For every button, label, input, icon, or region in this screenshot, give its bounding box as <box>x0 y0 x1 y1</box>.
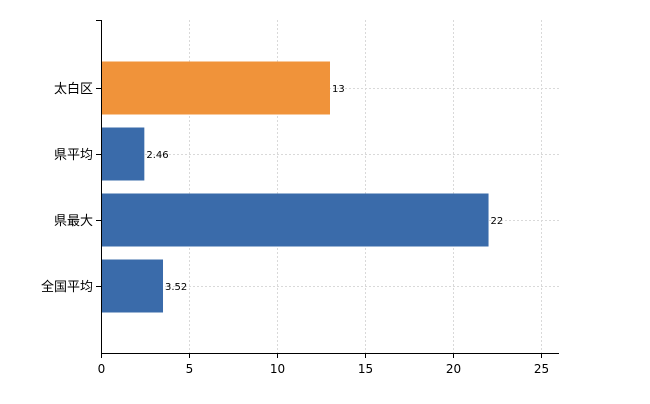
data-label: 2.46 <box>146 150 168 161</box>
bar <box>101 259 164 313</box>
x-tick-label: 0 <box>98 362 106 376</box>
x-tick-label: 20 <box>446 362 461 376</box>
data-label: 13 <box>332 84 345 95</box>
x-tick-label: 15 <box>358 362 373 376</box>
category-label: 全国平均 <box>41 279 93 295</box>
bar <box>101 127 145 181</box>
x-tick-label: 5 <box>186 362 194 376</box>
x-tick-label: 25 <box>534 362 549 376</box>
category-label: 県平均 <box>54 148 93 163</box>
category-label: 太白区 <box>54 81 93 97</box>
data-label: 22 <box>491 216 504 227</box>
category-label: 県最大 <box>54 214 93 229</box>
x-tick-label: 10 <box>270 362 285 376</box>
bar <box>101 61 330 115</box>
data-label: 3.52 <box>165 282 187 293</box>
bar <box>101 193 489 247</box>
axes <box>96 20 559 358</box>
bars <box>101 61 489 313</box>
